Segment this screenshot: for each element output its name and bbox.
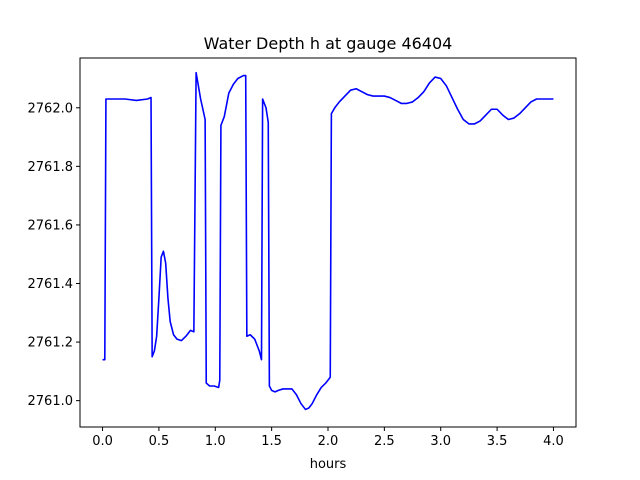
y-tick-label: 2762.0 bbox=[28, 101, 74, 116]
y-tick-label: 2761.6 bbox=[28, 218, 74, 233]
x-tick-label: 0.5 bbox=[149, 434, 170, 449]
x-tick-label: 0.0 bbox=[92, 434, 113, 449]
x-tick-label: 2.0 bbox=[318, 434, 339, 449]
y-tick-label: 2761.2 bbox=[28, 336, 74, 351]
y-axis: 2761.0 2761.2 2761.4 2761.6 2761.8 2762.0 bbox=[28, 101, 80, 409]
x-axis-label: hours bbox=[310, 457, 347, 472]
y-tick-label: 2761.4 bbox=[28, 277, 74, 292]
x-axis: 0.0 0.5 1.0 1.5 2.0 2.5 3.0 3.5 4.0 bbox=[92, 427, 564, 449]
x-tick-label: 1.5 bbox=[261, 434, 282, 449]
plot-area bbox=[102, 71, 554, 411]
series-line-0 bbox=[102, 71, 554, 411]
x-tick-label: 3.5 bbox=[487, 434, 508, 449]
x-tick-label: 2.5 bbox=[374, 434, 395, 449]
y-tick-label: 2761.0 bbox=[28, 394, 74, 409]
y-tick-label: 2761.8 bbox=[28, 160, 74, 175]
chart-title: Water Depth h at gauge 46404 bbox=[204, 34, 453, 53]
x-tick-label: 1.0 bbox=[205, 434, 226, 449]
x-tick-label: 3.0 bbox=[430, 434, 451, 449]
x-tick-label: 4.0 bbox=[543, 434, 564, 449]
